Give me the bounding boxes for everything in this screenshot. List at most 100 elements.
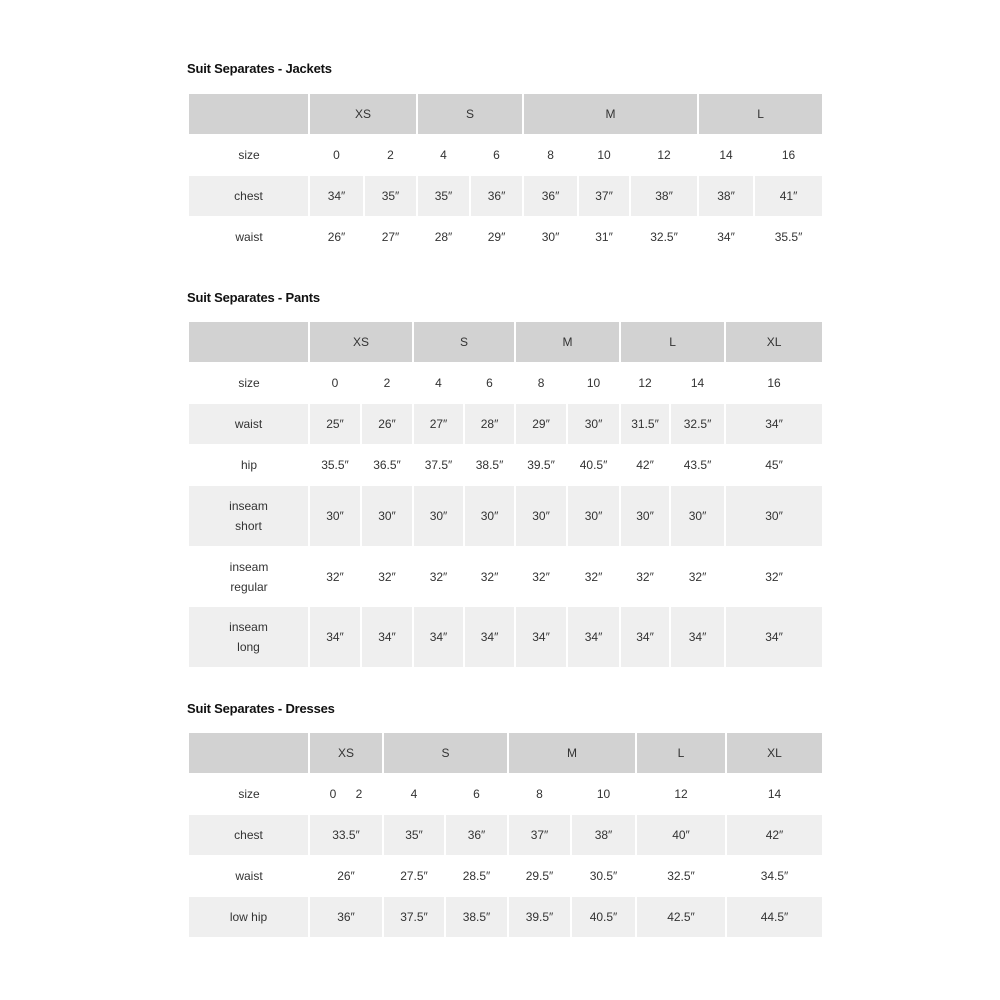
table-cell: 37″: [507, 815, 573, 855]
table-cell: 28″: [416, 216, 472, 258]
table-cell: 37″: [577, 176, 632, 216]
row-label: size: [188, 134, 310, 176]
size-group-header: XS: [307, 322, 415, 362]
pants-size-table: XS S M L XL size 0 2 4 6 8 10 12 14 16 waist 25″ 26″ 27″ 28…: [188, 322, 823, 667]
table-cell: 34.5″: [725, 855, 823, 897]
table-cell: 16: [753, 134, 823, 176]
table-cell: 35″: [416, 176, 472, 216]
table-row: inseam short 30″ 30″ 30″ 30″ 30″ 30″ 30″ 30″ 30″: [189, 486, 823, 546]
table-cell: 34″: [566, 607, 622, 667]
table-cell: 0: [308, 134, 365, 176]
table-row: hip 35.5″ 36.5″ 37.5″ 38.5″ 39.5″ 40.5″ 42″ 43.5…: [188, 444, 823, 486]
table-row: waist 26″ 27″ 28″ 29″ 30″ 31″ 32.5″ 34″ 35.5″: [188, 216, 823, 258]
table-cell: 2: [362, 134, 419, 176]
row-label: inseam short: [189, 486, 310, 546]
table-cell: 33.5″: [308, 815, 384, 855]
table-cell: 40.5″: [566, 444, 622, 486]
table-cell: 28.5″: [443, 855, 510, 897]
table-cell: 32″: [359, 546, 415, 607]
table-cell: 37.5″: [382, 897, 446, 937]
table-cell: 27″: [412, 404, 466, 444]
table-cell: 34″: [412, 607, 466, 667]
table-cell: 8: [507, 773, 573, 815]
table-cell: 12: [629, 134, 700, 176]
table-cell: 30″: [522, 216, 580, 258]
table-cell: 4: [416, 134, 472, 176]
table-cell: 36″: [469, 176, 525, 216]
table-cell: 32″: [724, 546, 823, 607]
table-cell: 30″: [669, 486, 727, 546]
size-group-header: XL: [725, 733, 823, 773]
row-label: waist: [188, 216, 310, 258]
table-row: size 0 2 4 6 8 10 12 14: [188, 773, 823, 815]
table-cell: 35″: [362, 176, 419, 216]
table-cell: 30″: [566, 486, 622, 546]
table-cell: 32″: [669, 546, 727, 607]
table-cell: 38.5″: [443, 897, 510, 937]
table-cell: 34″: [697, 216, 756, 258]
table-cell: 32″: [308, 546, 362, 607]
table-cell: 34″: [359, 607, 415, 667]
table-cell: 39.5″: [507, 897, 573, 937]
table-cell: 8: [514, 362, 569, 404]
dresses-title: Suit Separates - Dresses: [187, 701, 335, 716]
table-row: waist 25″ 26″ 27″ 28″ 29″ 30″ 31.5″ 32.5″ 34″: [189, 404, 823, 444]
table-cell: 38″: [629, 176, 700, 216]
table-row: inseam regular 32″ 32″ 32″ 32″ 32″ 32″ 32″ 32″ 32″: [188, 546, 823, 607]
table-cell: 14: [697, 134, 756, 176]
table-cell: 35.5″: [753, 216, 823, 258]
row-label: chest: [189, 815, 310, 855]
table-cell: 36″: [308, 897, 384, 937]
table-cell: 26″: [359, 404, 415, 444]
size-group-header: XS: [307, 94, 419, 134]
header-row: XS S M L XL: [189, 733, 823, 773]
table-cell: 32″: [566, 546, 622, 607]
table-cell: 27.5″: [382, 855, 446, 897]
table-cell: 12: [619, 362, 672, 404]
table-row: waist 26″ 27.5″ 28.5″ 29.5″ 30.5″ 32.5″ 34.5″: [188, 855, 823, 897]
table-cell: 39.5″: [514, 444, 569, 486]
table-cell: 30″: [359, 486, 415, 546]
table-cell: 40″: [635, 815, 728, 855]
table-cell: 16: [724, 362, 823, 404]
table-cell: 34″: [308, 607, 362, 667]
size-group-header: S: [381, 733, 510, 773]
table-cell: 34″: [724, 607, 823, 667]
table-cell: 14: [669, 362, 727, 404]
table-cell: 32″: [619, 546, 672, 607]
table-cell: 6: [463, 362, 517, 404]
table-cell: 2: [359, 362, 415, 404]
table-cell: 10: [577, 134, 632, 176]
size-group-header: XL: [724, 322, 823, 362]
table-row: inseam long 34″ 34″ 34″ 34″ 34″ 34″ 34″ 34″ 34″: [189, 607, 823, 667]
table-cell: 26″: [308, 855, 384, 897]
header-corner-cell: [189, 322, 310, 362]
row-label: size: [188, 362, 310, 404]
table-cell: 42″: [619, 444, 672, 486]
table-cell: 10: [566, 362, 622, 404]
table-cell: 38″: [570, 815, 638, 855]
table-cell: 34″: [463, 607, 517, 667]
table-cell: 30″: [308, 486, 362, 546]
size-group-header: S: [412, 322, 517, 362]
table-cell: 29″: [514, 404, 569, 444]
table-cell: 43.5″: [669, 444, 727, 486]
table-cell: 4: [382, 773, 446, 815]
table-row: low hip 36″ 37.5″ 38.5″ 39.5″ 40.5″ 42.5″ 44.5″: [189, 897, 823, 937]
cell-value: 0: [329, 787, 337, 801]
table-cell: 42″: [725, 815, 823, 855]
table-cell: 31.5″: [619, 404, 672, 444]
row-label: size: [188, 773, 310, 815]
table-cell: 30″: [566, 404, 622, 444]
table-cell: 32.5″: [635, 855, 728, 897]
header-row: XS S M L: [189, 94, 823, 134]
table-row: chest 34″ 35″ 35″ 36″ 36″ 37″ 38″ 38″ 41″: [189, 176, 823, 216]
table-cell: 27″: [362, 216, 419, 258]
row-label: chest: [189, 176, 310, 216]
table-cell: 32″: [412, 546, 466, 607]
table-cell: 4: [412, 362, 466, 404]
table-cell: 36″: [522, 176, 580, 216]
size-group-header: L: [635, 733, 728, 773]
table-cell: 8: [522, 134, 580, 176]
row-label: hip: [188, 444, 310, 486]
